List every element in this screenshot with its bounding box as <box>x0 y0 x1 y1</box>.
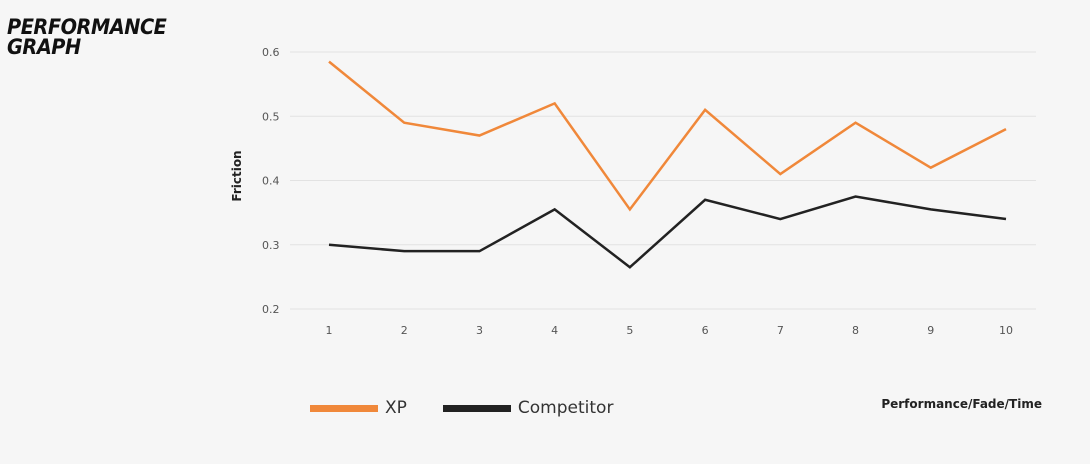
y-tick-label: 0.2 <box>262 303 280 316</box>
x-tick-label: 6 <box>702 324 709 337</box>
x-tick-label: 9 <box>927 324 934 337</box>
y-tick-label: 0.3 <box>262 239 280 252</box>
y-tick-label: 0.4 <box>262 175 280 188</box>
x-tick-label: 4 <box>551 324 558 337</box>
x-tick-label: 10 <box>999 324 1013 337</box>
legend-swatch-xp <box>310 404 378 412</box>
legend-item-xp: XP <box>310 398 407 418</box>
series-line-xp <box>328 60 1007 212</box>
y-axis-label: Friction <box>230 150 244 201</box>
x-tick-label: 1 <box>326 324 333 337</box>
x-tick-label: 3 <box>476 324 483 337</box>
x-axis-label: Performance/Fade/Time <box>881 397 1042 411</box>
chart-title: PERFORMANCE GRAPH <box>7 15 167 59</box>
x-tick-label: 7 <box>777 324 784 337</box>
legend-item-competitor: Competitor <box>442 398 614 418</box>
legend-swatch-competitor <box>442 404 511 412</box>
legend-label-competitor: Competitor <box>517 398 614 418</box>
y-tick-label: 0.5 <box>262 110 280 123</box>
legend-label-xp: XP <box>385 398 407 418</box>
y-tick-label: 0.6 <box>262 46 280 59</box>
series-line-competitor <box>328 195 1007 269</box>
x-tick-label: 2 <box>401 324 408 337</box>
legend: XP Competitor <box>310 398 649 418</box>
x-tick-label: 5 <box>626 324 633 337</box>
x-tick-label: 8 <box>852 324 859 337</box>
